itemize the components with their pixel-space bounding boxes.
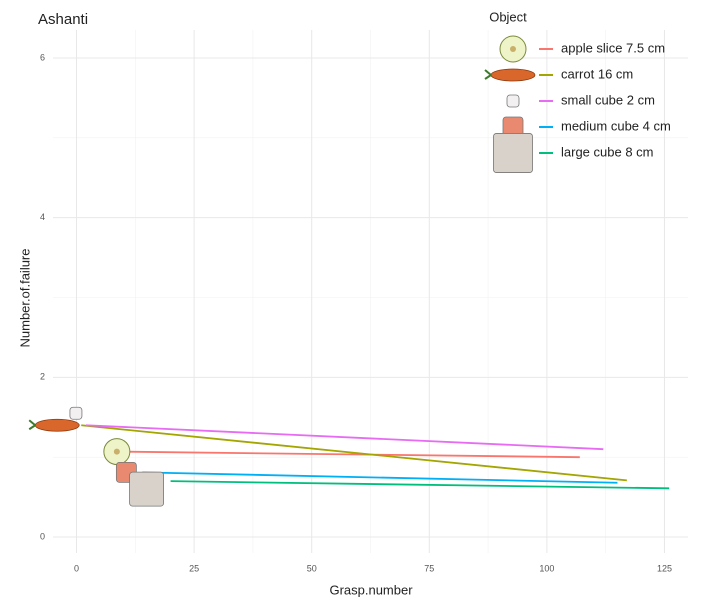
chart-title: Ashanti (38, 11, 88, 28)
x-tick-label: 0 (74, 563, 79, 573)
y-tick-label: 6 (40, 52, 45, 62)
apple-core (113, 448, 120, 455)
carrot-icon (490, 68, 536, 82)
x-tick-label: 125 (657, 563, 672, 573)
y-axis-label: Number.of.failure (17, 249, 32, 348)
cube-icon (493, 133, 533, 173)
y-tick-label: 0 (40, 531, 45, 541)
cube-icon (129, 471, 164, 507)
object-icon (28, 418, 80, 432)
legend-title: Object (489, 9, 527, 24)
carrot-leaves (28, 419, 36, 431)
series-line (142, 471, 618, 484)
object-icon (129, 471, 164, 507)
object-icon (499, 35, 527, 63)
x-tick-label: 75 (424, 563, 434, 573)
series-line (118, 450, 580, 459)
object-icon (484, 68, 536, 82)
object-icon (103, 438, 131, 466)
legend-label: large cube 8 cm (561, 144, 654, 159)
legend-label: apple slice 7.5 cm (561, 40, 665, 55)
carrot-icon (34, 418, 80, 432)
object-icon (69, 406, 83, 420)
legend-label: small cube 2 cm (561, 92, 655, 107)
object-icon (493, 133, 533, 173)
y-tick-label: 4 (40, 212, 45, 222)
series-line (85, 424, 604, 451)
y-tick-label: 2 (40, 372, 45, 382)
cube-icon (69, 406, 83, 420)
series-line (81, 424, 627, 482)
x-axis-label: Grasp.number (329, 582, 413, 597)
object-icon (506, 94, 520, 108)
x-tick-label: 50 (307, 563, 317, 573)
carrot-leaves (484, 69, 492, 80)
x-tick-label: 25 (189, 563, 199, 573)
legend-label: carrot 16 cm (561, 66, 633, 81)
x-tick-label: 100 (539, 563, 554, 573)
cube-icon (506, 94, 520, 108)
apple-core (510, 46, 516, 52)
legend-label: medium cube 4 cm (561, 118, 671, 133)
series-line (170, 480, 670, 490)
